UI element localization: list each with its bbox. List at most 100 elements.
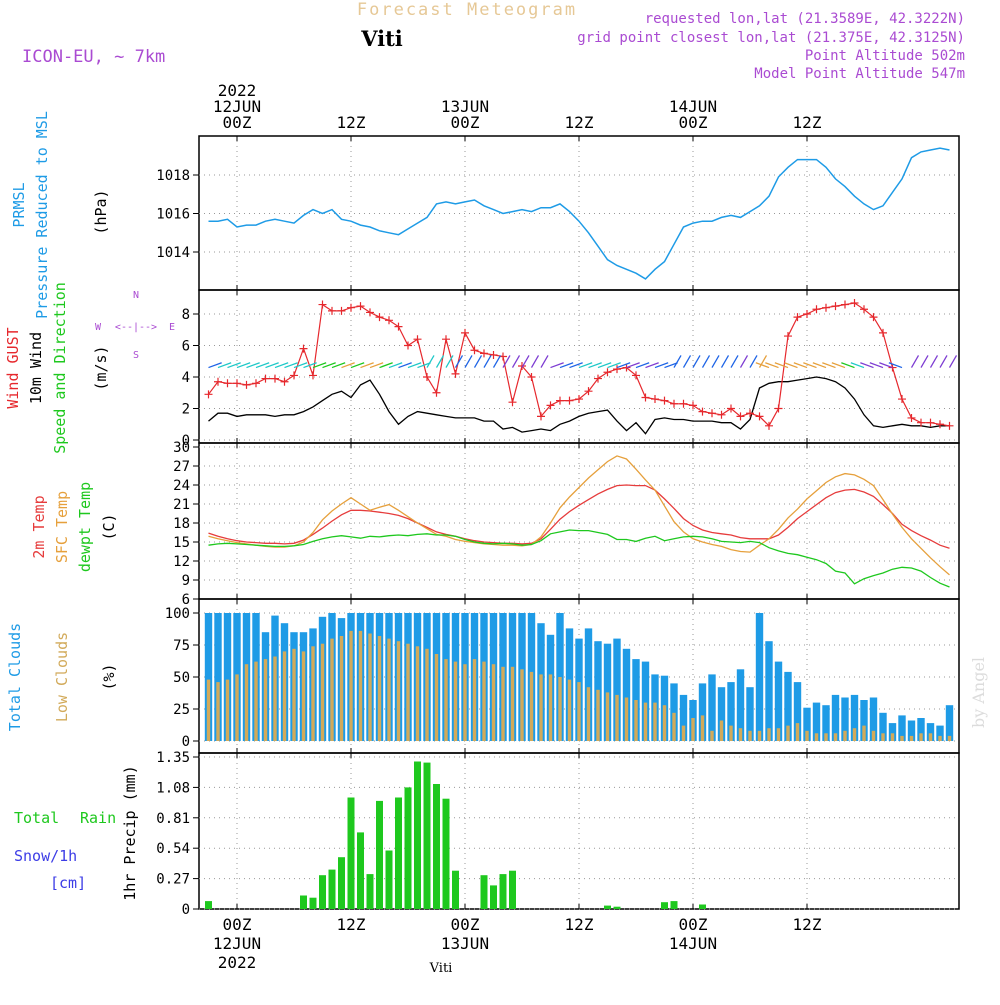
rain-bar <box>395 797 402 909</box>
total-clouds-bar <box>736 669 745 741</box>
rain-bar <box>699 904 706 909</box>
low-clouds-bar <box>567 679 572 741</box>
wind-direction-arrow <box>879 362 893 369</box>
total-clouds-bar <box>223 613 232 741</box>
top-time-label: 12JUN <box>213 97 261 116</box>
wind-gust-marker <box>689 401 697 410</box>
wind-direction-arrow <box>860 362 874 369</box>
rain-bar <box>499 874 507 909</box>
wind-direction-arrow <box>920 355 929 368</box>
temp-axis-label: (C) <box>100 513 118 540</box>
wind-gust-marker <box>299 344 308 353</box>
wind-direction-arrow <box>369 362 384 369</box>
wind-direction-arrow <box>350 362 365 369</box>
wind-gust-marker <box>318 300 327 309</box>
precip-axis-label: 1hr Precip (mm) <box>121 765 139 900</box>
precip-total-label: Total <box>14 809 59 827</box>
wind-direction-arrow <box>869 362 884 369</box>
wind-direction-arrow <box>774 362 789 369</box>
low-clouds-bar <box>852 728 857 741</box>
wind-gust-marker <box>347 303 355 312</box>
y-tick-label: 1.08 <box>156 780 190 796</box>
low-clouds-bar <box>577 682 581 741</box>
bottom-time-label: 12Z <box>565 915 594 934</box>
y-tick-label: 0 <box>182 433 190 449</box>
wind-gust-marker <box>356 302 365 311</box>
y-tick-label: 1014 <box>156 245 190 261</box>
total-clouds-bar <box>841 697 849 741</box>
top-time-label: 2022 <box>218 81 257 100</box>
wind-direction-arrow <box>578 362 593 369</box>
low-clouds-bar <box>928 733 933 741</box>
low-clouds-bar <box>947 735 952 741</box>
rain-bar <box>604 905 611 909</box>
snow-unit-label: [cm] <box>50 874 86 892</box>
y-tick-label: 9 <box>182 573 190 589</box>
bottom-time-label: 12Z <box>793 915 822 934</box>
low-clouds-bar <box>938 735 942 741</box>
bottom-time-label: 12JUN <box>213 934 261 953</box>
wind-direction-arrow <box>511 355 521 368</box>
wind-gust-marker <box>271 374 279 383</box>
total-clouds-bar <box>822 705 830 741</box>
wind-direction-arrow <box>803 362 817 369</box>
rain-bar <box>366 874 374 909</box>
rain-bar <box>385 850 393 909</box>
wind-direction-arrow <box>626 362 640 369</box>
total-clouds-bar <box>907 720 916 741</box>
wind-gust-marker <box>290 371 298 380</box>
wind-gust-marker <box>936 420 944 429</box>
rain-bar <box>442 798 450 909</box>
wind-gust-marker <box>698 407 707 416</box>
wind-axis-label: (m/s) <box>92 345 110 390</box>
wind-direction-arrow <box>765 362 779 369</box>
rain-bar <box>328 869 336 909</box>
low-clouds-bar <box>681 725 686 741</box>
low-clouds-bar <box>710 730 714 741</box>
bottom-time-label: 14JUN <box>669 934 717 953</box>
low-clouds-bar <box>881 733 885 741</box>
low-clouds-bar <box>805 730 809 741</box>
wind-direction-arrow <box>910 355 920 368</box>
low-clouds-bar <box>301 651 306 741</box>
low-clouds-bar <box>225 679 230 741</box>
requested-coords: requested lon,lat (21.3589E, 42.3222N) <box>645 11 965 27</box>
bottom-time-label: 00Z <box>679 915 708 934</box>
top-time-label: 12Z <box>337 113 366 132</box>
wind-gust-marker <box>480 349 488 358</box>
low-clouds-bar <box>643 702 648 741</box>
rain-bar <box>452 870 459 909</box>
compass-south-label: S <box>133 350 139 361</box>
low-clouds-bar <box>786 725 790 741</box>
wind-gust-marker <box>898 395 906 404</box>
prmsl-line <box>208 147 950 280</box>
wind-gust-marker <box>394 322 403 331</box>
prmsl-label: PRMSL <box>10 182 28 227</box>
wind-gust-marker <box>508 398 517 407</box>
low-clouds-bar <box>729 725 733 741</box>
wind-gust-marker <box>774 404 783 413</box>
wind-direction-arrow <box>888 362 903 369</box>
total-clouds-bar <box>717 687 726 741</box>
top-time-label: 00Z <box>223 113 252 132</box>
wind-direction-arrow <box>407 362 422 369</box>
low-clouds-bar <box>482 661 486 741</box>
wind-direction-arrow <box>464 355 473 368</box>
low-clouds-bar <box>558 677 562 741</box>
wind-direction-arrow <box>739 355 749 368</box>
low-clouds-label: Low Clouds <box>53 632 71 722</box>
rain-bar <box>414 761 421 909</box>
footer-location: Viti <box>429 961 453 976</box>
prmsl-sublabel: Pressure Reduced to MSL <box>33 111 51 319</box>
y-tick-label: 21 <box>173 497 190 513</box>
low-clouds-bar <box>776 728 781 741</box>
low-clouds-bar <box>216 682 220 741</box>
total-clouds-bar <box>755 613 764 741</box>
wind-gust-marker <box>489 350 498 359</box>
panel-frame <box>198 752 960 910</box>
wind-gust-marker <box>879 328 887 337</box>
wind-gust-marker <box>812 305 821 314</box>
y-tick-label: 15 <box>173 535 190 551</box>
rain-bar <box>423 762 431 909</box>
